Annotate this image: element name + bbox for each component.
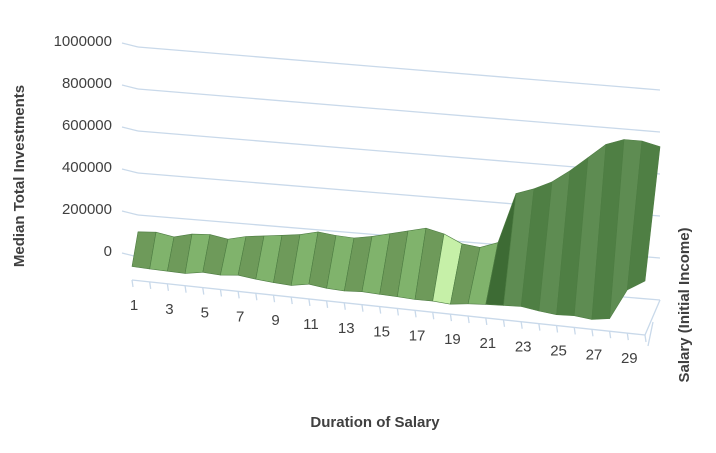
x-tick-mark [502,319,506,327]
y-tick-label: 0 [104,243,112,260]
x-tick-mark [219,289,223,297]
x-tick-label: 23 [515,339,532,356]
y-tick-label: 1000000 [54,33,112,50]
x-tick-mark [325,300,329,308]
y-tick-label: 200000 [62,201,112,218]
x-tick-mark [237,291,240,299]
x-tick-mark [608,331,612,339]
gridline [121,42,139,48]
x-tick-mark [379,306,382,314]
gridline [137,88,661,133]
x-tick-label: 11 [303,316,319,333]
x-tick-mark [449,314,453,322]
x-tick-mark [573,327,576,335]
x-tick-mark [361,304,364,312]
x-tick-label: 1 [130,297,138,314]
x-tick-mark [626,333,629,341]
x-tick-mark [131,279,134,288]
x-tick-mark [202,287,205,295]
x-tick-mark [591,329,594,337]
x-tick-label: 29 [621,350,638,367]
gridline [137,130,661,175]
x-tick-label: 25 [550,343,567,360]
x-tick-label: 27 [586,346,603,363]
gridline [121,210,139,216]
gridline [121,126,139,132]
x-tick-mark [555,325,559,333]
y-tick-label: 400000 [62,159,112,176]
surface-segment [626,140,661,291]
x-tick-label: 5 [201,305,209,322]
floor-front-edge [131,279,646,336]
gridline [121,84,139,90]
surface-plot [131,139,661,320]
x-tick-mark [538,323,541,331]
y-tick-label: 800000 [62,75,112,92]
floor-side-edge [644,299,661,336]
x-tick-label: 21 [479,335,496,352]
floor-axis [131,279,661,347]
y-tick-label: 600000 [62,117,112,134]
x-tick-mark [343,302,346,310]
x-tick-mark [184,285,187,293]
z-axis-title: Salary (Initial Income) [676,227,693,382]
x-tick-label: 7 [236,308,244,325]
x-tick-mark [149,281,152,289]
x-tick-mark [272,295,276,303]
gridline [137,46,661,91]
y-axis-title: Median Total Investments [11,85,28,267]
x-tick-label: 3 [165,301,173,318]
gridline [121,168,139,174]
x-tick-mark [396,308,399,316]
x-tick-mark [520,321,523,329]
x-tick-label: 15 [373,324,390,341]
x-tick-label: 13 [338,320,355,337]
x-tick-mark [432,312,435,320]
x-tick-mark [308,298,311,307]
x-tick-label: 9 [271,312,279,329]
x-tick-mark [290,296,293,305]
x-tick-mark [467,315,470,324]
depth-tick [647,321,654,347]
x-tick-label: 17 [409,327,426,344]
x-tick-mark [644,334,647,343]
x-tick-label: 19 [444,331,461,348]
x-tick-mark [414,310,417,318]
x-tick-mark [166,283,170,291]
x-tick-mark [255,293,258,301]
x-tick-mark [485,317,488,326]
x-axis-title: Duration of Salary [310,414,440,431]
